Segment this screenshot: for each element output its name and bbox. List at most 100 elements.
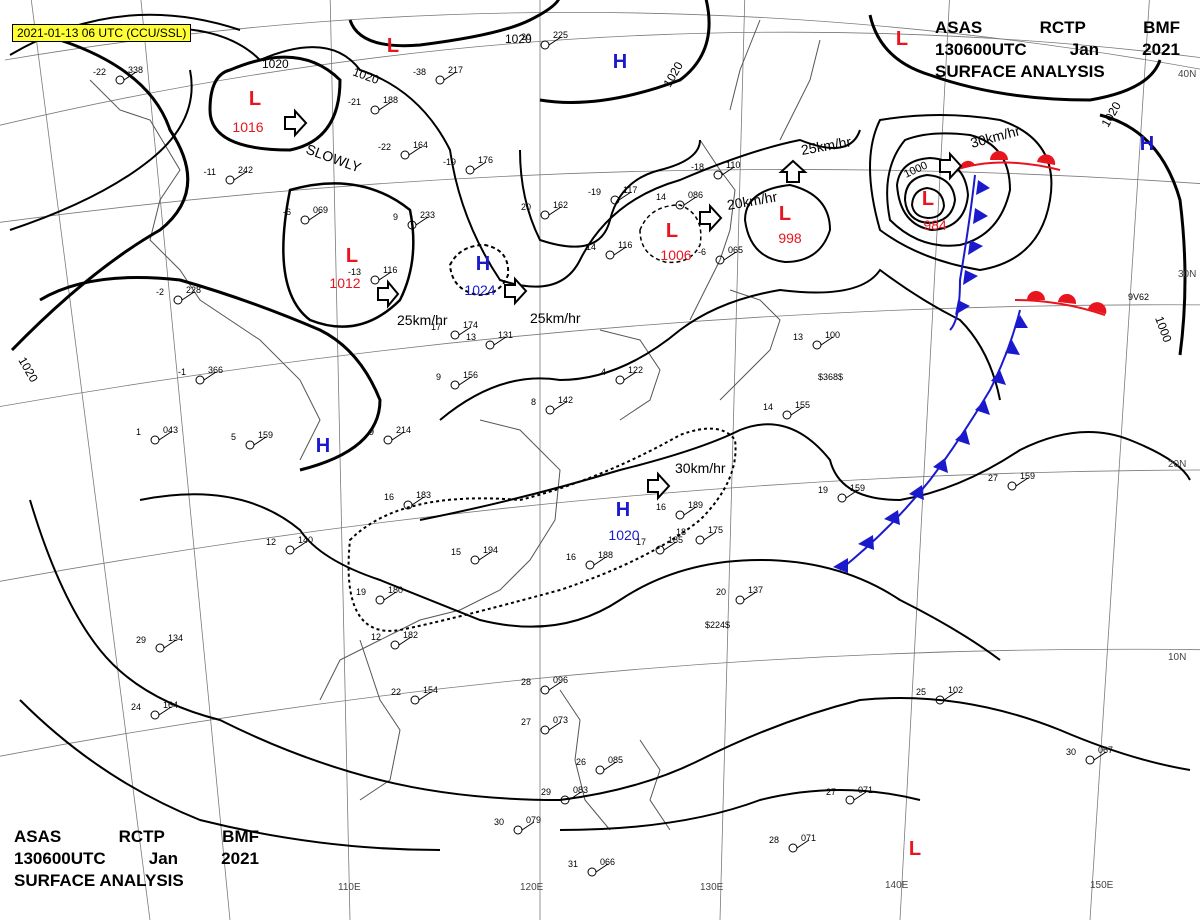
station-temperature: -19 [588,187,601,197]
station-pressure: 085 [608,755,623,765]
station-plot: -22 164 [378,140,428,160]
cold-front [833,174,1028,573]
station-pressure: 134 [168,633,183,643]
latitude-label: 40N [1178,69,1196,80]
station-plot: 12 140 [266,535,313,555]
isobar-label: 1020 [505,32,532,46]
station-plot: 9 233 [393,210,435,230]
title-block-top-right: ASAS RCTP BMF 130600UTC Jan 2021 SURFACE… [935,17,1180,83]
station-temperature: 20 [521,32,531,42]
station-plot: 20 162 [521,200,568,220]
low-pressure-center: L 1016 [232,88,263,135]
station-remark: 9V62 [1128,292,1149,302]
title-year: 2021 [221,849,259,868]
title-station: RCTP [1039,18,1086,37]
center-pressure-value: 1012 [329,275,360,291]
station-plot: 20 225 [521,30,568,50]
center-pressure-value: 1020 [608,527,639,543]
station-plot: 14 155 [763,400,810,420]
station-pressure: 188 [598,550,613,560]
station-temperature: 18 [676,527,686,537]
title-code: BMF [222,827,259,846]
station-temperature: 16 [384,492,394,502]
station-pressure: 162 [553,200,568,210]
station-pressure: 194 [483,545,498,555]
station-plot: 28 096 [521,675,568,695]
isobars-thin [9,13,1191,851]
center-pressure-value: 1006 [660,247,691,263]
station-plot: 19 180 [356,585,403,605]
station-temperature: -22 [93,67,106,77]
station-temperature: 24 [131,702,141,712]
station-plot: 19 159 [818,483,865,503]
station-temperature: 16 [566,552,576,562]
motion-label: 25km/hr [397,312,448,328]
title-month: Jan [148,849,179,868]
high-pressure-center: H 1020 [608,499,639,543]
station-plot: 15 194 [451,545,498,565]
station-plot: 14 086 [656,190,703,210]
motion-label: 30km/hr [675,460,726,476]
station-temperature: 17 [431,322,441,332]
title-line-1: ASAS RCTP BMF [935,17,1180,39]
title-time: 130600UTC [14,849,106,868]
station-pressure: 164 [163,700,178,710]
center-letter: H [316,435,330,457]
station-plot: 12 182 [371,630,418,650]
station-temperature: -1 [178,367,186,377]
station-plot: 27 071 [826,785,873,805]
station-temperature: 27 [826,787,836,797]
longitude-label: 110E [338,882,361,893]
station-pressure: 338 [128,65,143,75]
station-pressure: 086 [688,190,703,200]
station-pressure: 116 [618,240,632,250]
center-letter: L [779,203,791,225]
station-plot: 4 122 [601,365,643,385]
station-temperature: 27 [988,473,998,483]
station-plot: 29 134 [136,633,183,653]
station-temperature: -11 [204,167,216,177]
station-pressure: 117 [623,185,637,195]
station-pressure: 122 [628,365,643,375]
title-line-2: 130600UTC Jan 2021 [14,848,259,870]
station-plot: 31 066 [568,857,615,877]
motion-label: 25km/hr [530,310,581,326]
station-pressure: 043 [163,425,178,435]
station-plot: 16 188 [566,550,613,570]
station-plot: 30 079 [494,815,541,835]
station-pressure: 073 [553,715,568,725]
station-temperature: 14 [656,192,666,202]
station-pressure: 185 [668,535,683,545]
station-plot: 20 137 [716,585,763,605]
station-pressure: 183 [416,490,431,500]
station-plot: 30 067 [1066,745,1113,765]
station-plot: 5 159 [231,430,273,450]
station-plot: -11 242 [204,165,253,185]
station-pressure: 065 [728,245,743,255]
center-pressure-value: 984 [923,217,947,233]
station-pressure: 116 [383,265,397,275]
station-temperature: 19 [356,587,366,597]
station-temperature: -19 [443,157,456,167]
station-temperature: 20 [716,587,726,597]
station-pressure: 164 [413,140,428,150]
station-pressure: 182 [403,630,418,640]
high-pressure-center: H [1140,133,1154,155]
station-plot: 1 043 [136,425,178,445]
isobars-thick [10,0,1187,472]
station-plot: 28 071 [769,833,816,853]
station-pressure: 174 [463,320,478,330]
isobar-label: 1000 [1152,314,1174,344]
station-pressure: 100 [825,330,840,340]
station-temperature: 9 [436,372,441,382]
station-plot: 17 174 [431,320,478,340]
station-plot: 14 116 [586,240,632,260]
station-pressure: 140 [298,535,313,545]
station-pressure: 131 [498,330,513,340]
station-plot: 25 102 [916,685,963,705]
station-pressure: 217 [448,65,463,75]
station-temperature: 19 [818,485,828,495]
low-pressure-center: L [896,28,908,50]
